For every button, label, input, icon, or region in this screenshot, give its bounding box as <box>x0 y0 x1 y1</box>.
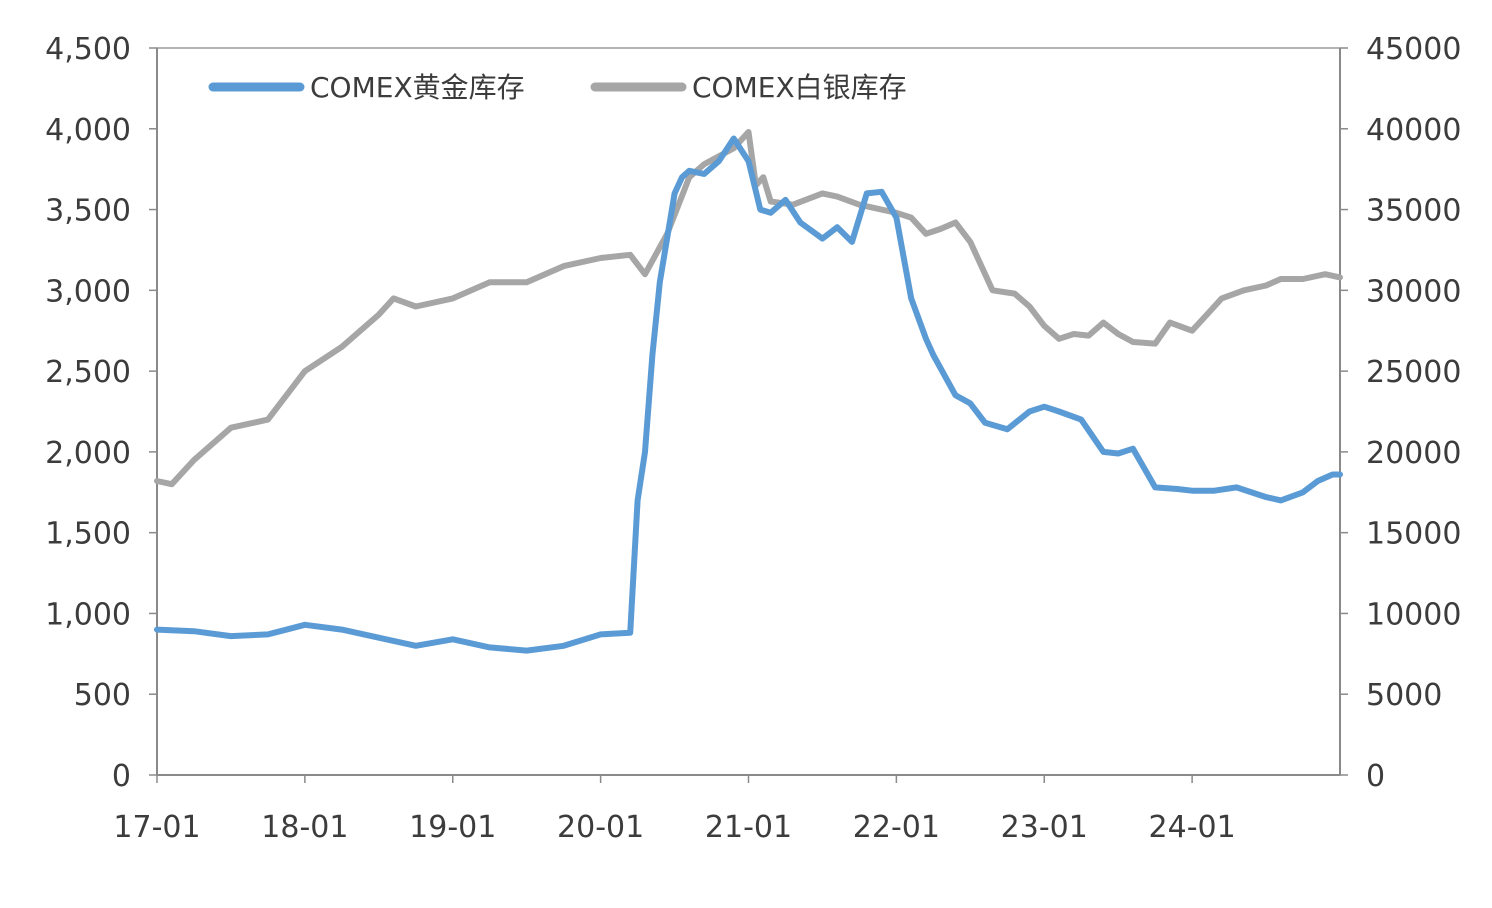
y-left-tick-label: 4,000 <box>45 113 131 148</box>
y-right-tick-label: 0 <box>1366 759 1385 794</box>
series-line-gold-inventory <box>154 135 1343 654</box>
x-tick-label: 18-01 <box>261 810 348 845</box>
y-axis-right-ticks: 0 5000 10000 15000 20000 25000 30000 35000 40000… <box>1340 32 1461 794</box>
y-right-tick-label: 10000 <box>1366 597 1461 632</box>
y-left-tick-label: 0 <box>112 759 131 794</box>
y-right-tick-label: 15000 <box>1366 517 1461 552</box>
y-axis-left-ticks: 0 500 1,000 1,500 2,000 2,500 3,000 3,500 4,000 4… <box>45 32 157 794</box>
series-lines <box>154 129 1343 654</box>
y-right-tick-label: 20000 <box>1366 436 1461 471</box>
y-left-tick-label: 2,500 <box>45 355 131 390</box>
x-tick-label: 22-01 <box>853 810 940 845</box>
y-right-tick-label: 35000 <box>1366 194 1461 229</box>
y-right-tick-label: 25000 <box>1366 355 1461 390</box>
y-left-tick-label: 2,000 <box>45 436 131 471</box>
y-left-tick-label: 3,000 <box>45 274 131 309</box>
x-tick-label: 20-01 <box>557 810 644 845</box>
y-right-tick-label: 5000 <box>1366 678 1442 713</box>
y-left-tick-label: 3,500 <box>45 194 131 229</box>
y-left-tick-label: 500 <box>74 678 131 713</box>
y-right-tick-label: 45000 <box>1366 32 1461 67</box>
legend-label-gold: COMEX黄金库存 <box>310 71 525 104</box>
x-tick-label: 17-01 <box>113 810 200 845</box>
x-tick-label: 21-01 <box>705 810 792 845</box>
x-tick-label: 19-01 <box>409 810 496 845</box>
y-left-tick-label: 4,500 <box>45 32 131 67</box>
y-right-tick-label: 40000 <box>1366 113 1461 148</box>
series-line-silver-inventory <box>154 129 1343 488</box>
y-left-tick-label: 1,500 <box>45 517 131 552</box>
y-right-tick-label: 30000 <box>1366 274 1461 309</box>
x-axis-ticks: 17-01 18-01 19-01 20-01 21-01 22-01 23-01 24-01 <box>113 775 1236 845</box>
x-tick-label: 23-01 <box>1001 810 1088 845</box>
x-tick-label: 24-01 <box>1149 810 1236 845</box>
legend: COMEX黄金库存 COMEX白银库存 <box>208 71 907 104</box>
y-left-tick-label: 1,000 <box>45 597 131 632</box>
legend-label-silver: COMEX白银库存 <box>692 71 907 104</box>
